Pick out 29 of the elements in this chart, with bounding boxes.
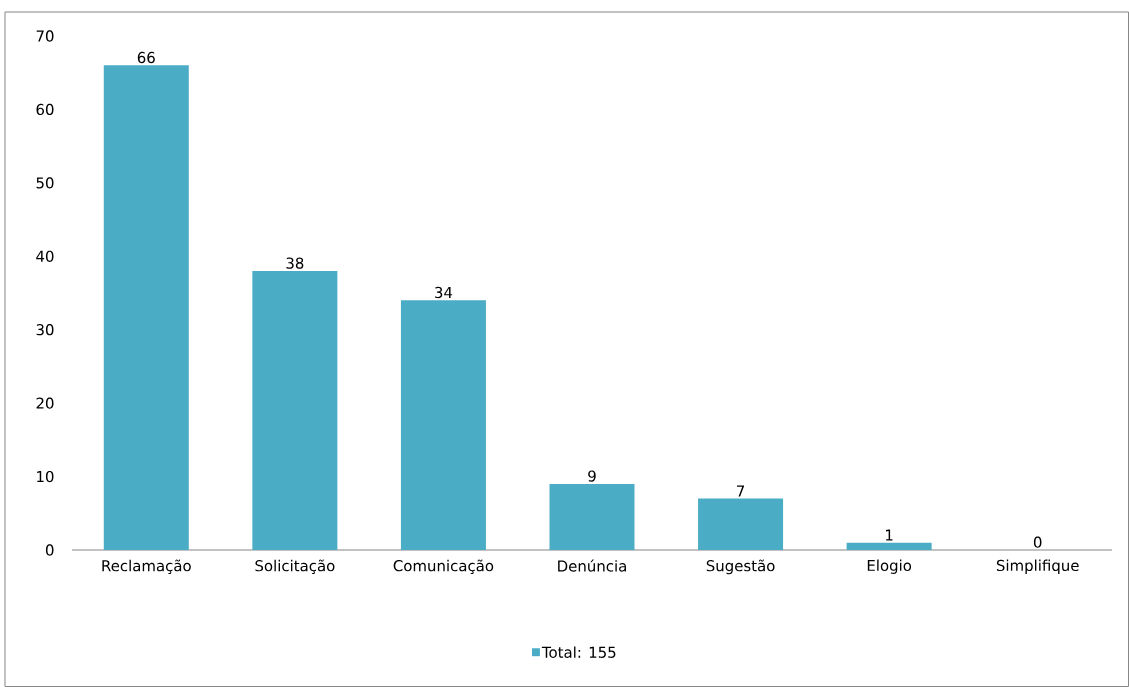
y-tick-label: 0 bbox=[45, 544, 54, 556]
bar bbox=[846, 542, 932, 550]
x-tick-label: Denúncia bbox=[558, 559, 626, 572]
data-label: 9 bbox=[588, 470, 596, 482]
bar bbox=[400, 300, 486, 550]
y-tick-label: 40 bbox=[36, 250, 54, 262]
y-tick-label: 60 bbox=[36, 103, 54, 116]
y-tick-label: 50 bbox=[36, 177, 54, 189]
x-tick-label: Reclamação bbox=[102, 559, 191, 574]
data-label: 38 bbox=[286, 257, 304, 269]
y-tick-label: 70 bbox=[36, 30, 54, 42]
data-label: 7 bbox=[737, 485, 745, 497]
bar bbox=[103, 65, 189, 550]
bar bbox=[698, 498, 784, 550]
bar bbox=[252, 270, 338, 550]
bar bbox=[549, 483, 635, 550]
data-label: 1 bbox=[886, 529, 893, 541]
x-tick-label: Simplifique bbox=[996, 559, 1079, 574]
y-tick-label: 20 bbox=[36, 397, 54, 409]
x-tick-label: Sugestão bbox=[706, 559, 775, 575]
data-label: 66 bbox=[137, 51, 155, 64]
data-label: 34 bbox=[435, 286, 453, 299]
data-label: 0 bbox=[1033, 536, 1042, 548]
x-tick-label: Solicitação bbox=[255, 559, 335, 574]
legend-label: Total: 155 bbox=[541, 646, 616, 658]
y-tick-label: 10 bbox=[37, 470, 54, 483]
y-tick-label: 30 bbox=[36, 324, 54, 336]
x-tick-label: Elogio bbox=[867, 559, 912, 574]
x-tick-label: Comunicação bbox=[393, 559, 494, 574]
